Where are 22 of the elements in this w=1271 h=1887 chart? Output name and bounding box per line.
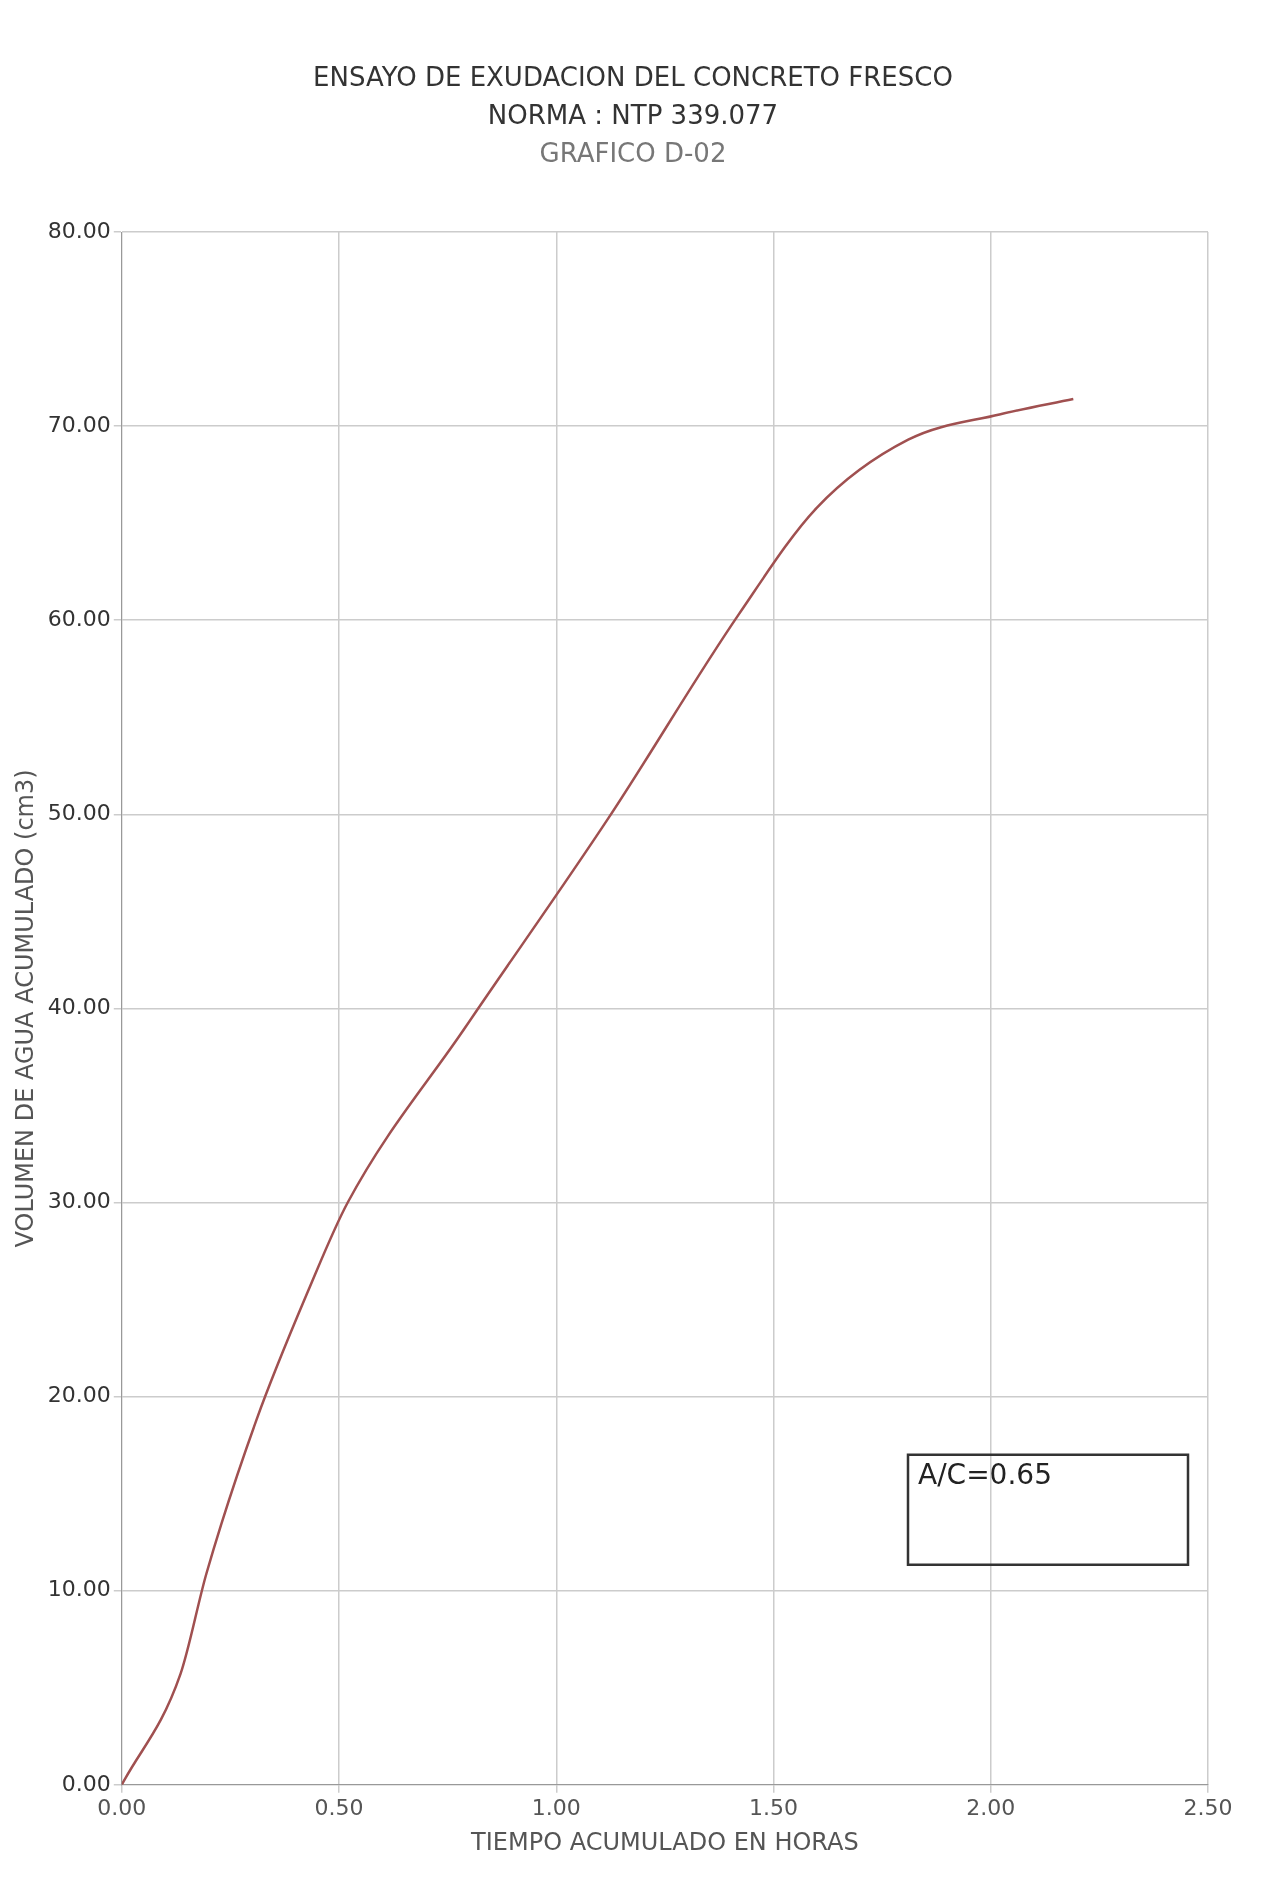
x-tick-label: 1.00 bbox=[531, 1794, 581, 1820]
y-tick-label: 30.00 bbox=[47, 1188, 111, 1214]
x-axis-title: TIEMPO ACUMULADO EN HORAS bbox=[470, 1827, 859, 1856]
y-tick-label: 60.00 bbox=[47, 605, 111, 631]
chart-subtitle: NORMA : NTP 339.077 bbox=[486, 99, 780, 132]
x-tick-label: 2.50 bbox=[1183, 1794, 1233, 1820]
y-tick-label: 40.00 bbox=[47, 994, 111, 1020]
y-tick-label: 10.00 bbox=[47, 1576, 111, 1602]
annotation: A/C=0.65 bbox=[918, 1458, 1052, 1492]
y-axis-title: VOLUMEN DE AGUA ACUMULADO (cm3) bbox=[10, 769, 39, 1248]
y-tick-label: 70.00 bbox=[47, 411, 111, 437]
y-tick-label: 80.00 bbox=[47, 217, 111, 243]
text: GRAFICO D-02 bbox=[538, 137, 728, 170]
y-tick-label: 20.00 bbox=[47, 1382, 111, 1408]
chart-title: ENSAYO DE EXUDACION DEL CONCRETO FRESCO bbox=[312, 61, 954, 94]
x-tick-label: 0.50 bbox=[314, 1794, 364, 1820]
x-tick-label: 0.00 bbox=[97, 1794, 147, 1820]
y-tick-label: 50.00 bbox=[47, 800, 111, 826]
y-tick-label: 0.00 bbox=[61, 1770, 111, 1796]
x-tick-label: 2.00 bbox=[966, 1794, 1016, 1820]
line-series bbox=[121, 397, 1075, 1785]
x-tick-label: 1.50 bbox=[749, 1794, 798, 1820]
